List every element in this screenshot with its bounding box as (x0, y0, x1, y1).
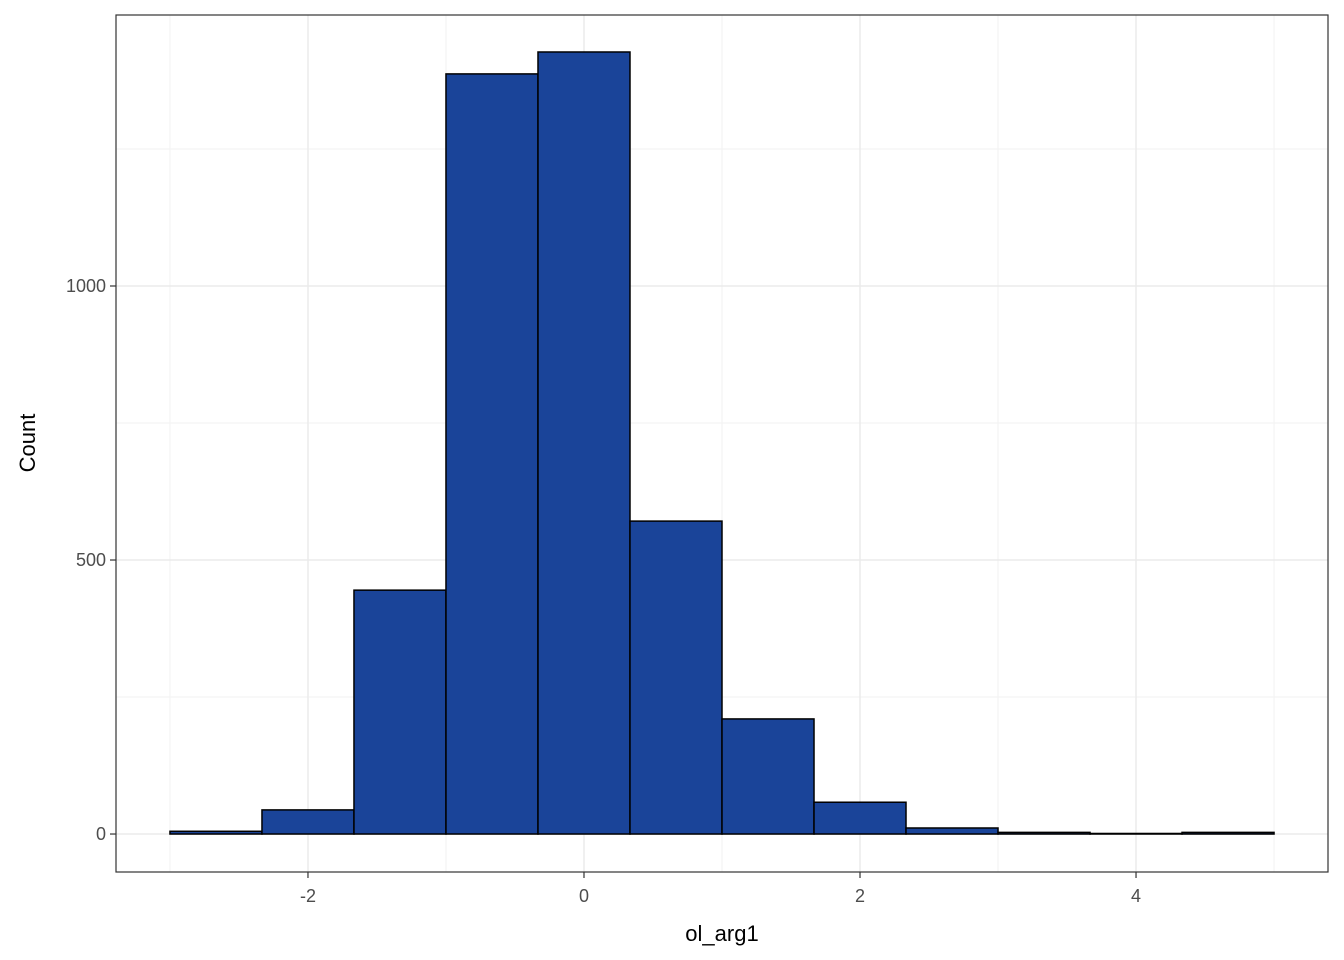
y-tick-label: 500 (76, 550, 106, 570)
bar (905, 827, 999, 835)
x-tick-label: 4 (1131, 886, 1141, 906)
bar (445, 73, 539, 835)
bar (353, 589, 447, 835)
bar (997, 831, 1091, 835)
x-tick-label: -2 (300, 886, 316, 906)
y-tick-label: 1000 (66, 276, 106, 296)
bar (813, 801, 907, 835)
y-axis-title: Count (15, 414, 40, 473)
x-tick-label: 0 (579, 886, 589, 906)
bar (261, 809, 355, 835)
bar (1181, 831, 1275, 835)
bar (629, 520, 723, 835)
x-axis-title: ol_arg1 (685, 921, 758, 946)
bar (169, 830, 263, 835)
y-tick-label: 0 (96, 824, 106, 844)
bar (537, 51, 631, 835)
bar (1089, 832, 1183, 835)
x-tick-label: 2 (855, 886, 865, 906)
bar (721, 718, 815, 835)
panel-border (115, 14, 1329, 873)
